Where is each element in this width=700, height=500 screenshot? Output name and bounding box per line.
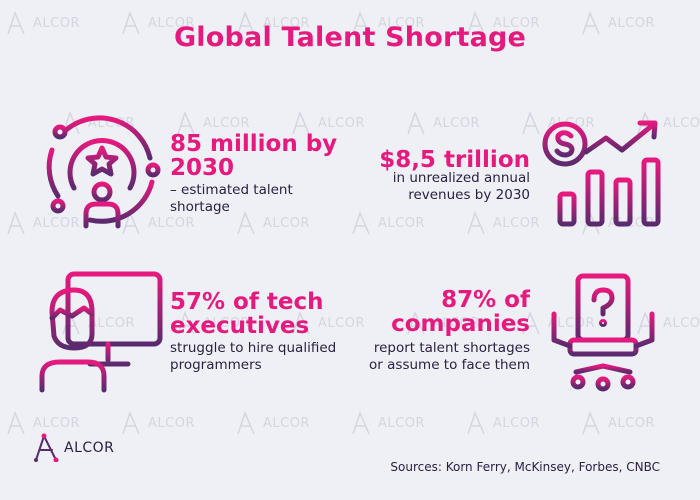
watermark-mark: ALCOR xyxy=(580,410,655,436)
alcor-logo-icon xyxy=(34,433,59,462)
stat-desc-tech-executives: struggle to hire qualified programmers xyxy=(170,340,337,373)
stat-heading-companies: 87% of companies xyxy=(391,287,530,337)
stat-desc-companies: report talent shortages or assume to fac… xyxy=(369,340,530,373)
stat-desc-talent-shortage: – estimated talent shortage xyxy=(170,182,293,215)
stat-heading-revenue: $8,5 trillion xyxy=(379,147,530,173)
brand-logo: ALCOR xyxy=(32,432,114,462)
watermark-mark: ALCOR xyxy=(350,410,425,436)
stat-heading-talent-shortage: 85 million by 2030 xyxy=(170,131,338,181)
empty-chair-question-icon xyxy=(548,270,658,399)
watermark-mark: ALCOR xyxy=(235,410,310,436)
dollar-growth-chart-icon xyxy=(540,112,665,236)
brand-name: ALCOR xyxy=(64,440,115,456)
stat-desc-revenue: in unrealized annual revenues by 2030 xyxy=(392,170,530,203)
watermark-mark: ALCOR xyxy=(465,210,540,236)
page-title: Global Talent Shortage xyxy=(173,22,527,53)
watermark-mark: ALCOR xyxy=(120,410,195,436)
watermark-mark: ALCOR xyxy=(465,410,540,436)
stat-heading-tech-executives: 57% of tech executives xyxy=(170,289,324,339)
watermark-mark: ALCOR xyxy=(350,210,425,236)
person-star-orbit-icon xyxy=(38,108,163,237)
watermark-mark: ALCOR xyxy=(405,110,480,136)
sources-text: Sources: Korn Ferry, McKinsey, Forbes, C… xyxy=(390,460,660,474)
programmer-monitor-icon xyxy=(38,268,168,397)
